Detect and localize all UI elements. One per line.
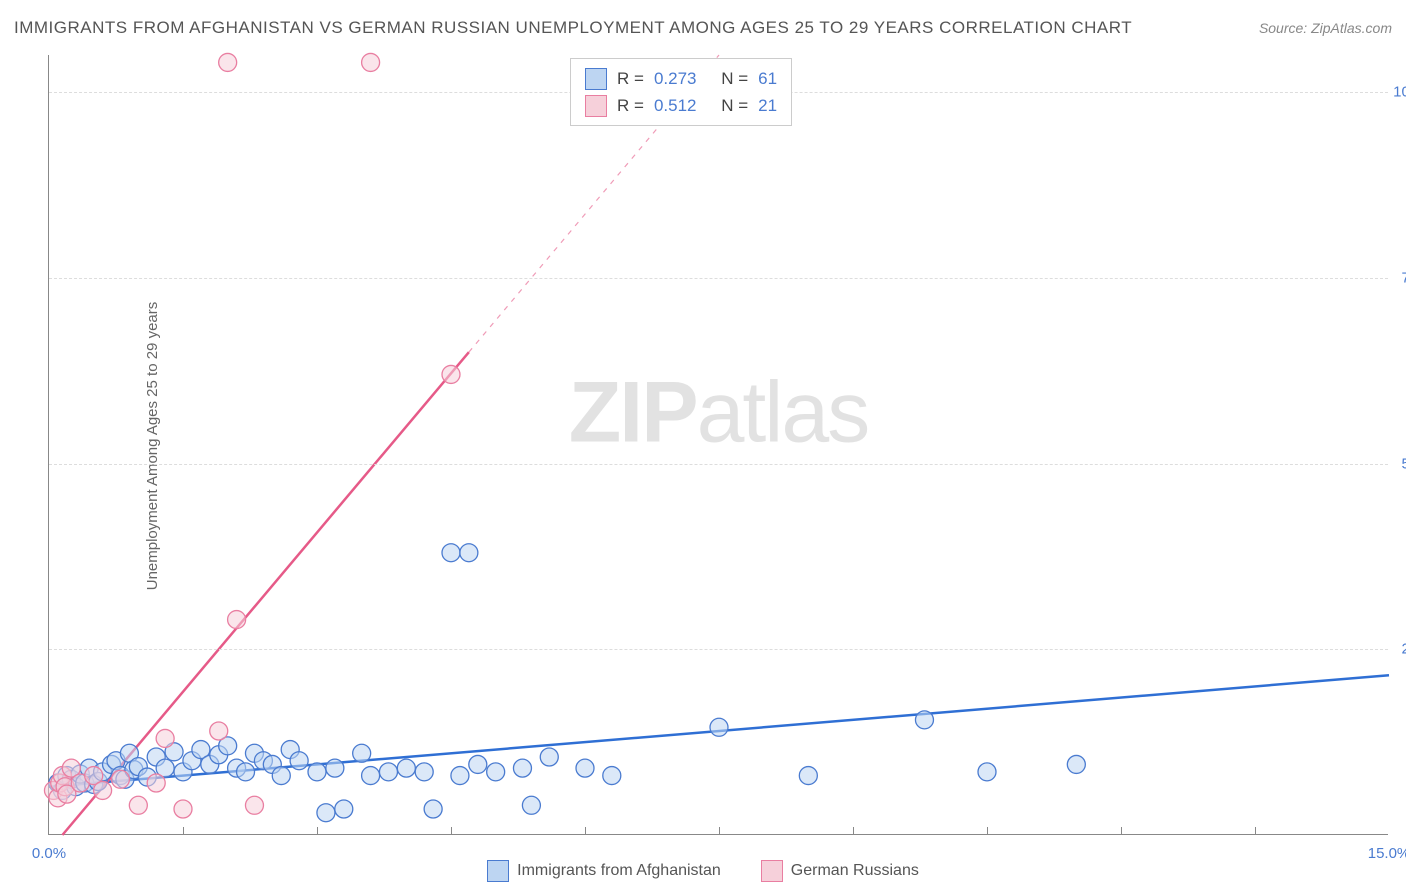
y-tick-label: 75.0%: [1401, 269, 1406, 286]
y-tick-label: 25.0%: [1401, 641, 1406, 658]
y-tick-label: 100.0%: [1393, 84, 1406, 101]
y-tick-label: 50.0%: [1401, 455, 1406, 472]
legend-item-afghanistan: Immigrants from Afghanistan: [487, 860, 721, 882]
legend-item-german-russians: German Russians: [761, 860, 919, 882]
chart-title: IMMIGRANTS FROM AFGHANISTAN VS GERMAN RU…: [14, 18, 1132, 38]
bottom-legend: Immigrants from Afghanistan German Russi…: [0, 860, 1406, 882]
swatch-blue: [585, 68, 607, 90]
swatch-pink: [585, 95, 607, 117]
stats-row-blue: R = 0.273 N = 61: [585, 65, 777, 92]
swatch-blue: [487, 860, 509, 882]
swatch-pink: [761, 860, 783, 882]
source-attribution: Source: ZipAtlas.com: [1259, 20, 1392, 36]
stats-box: R = 0.273 N = 61 R = 0.512 N = 21: [570, 58, 792, 126]
plot-area: ZIPatlas 25.0%50.0%75.0%100.0%0.0%15.0%: [48, 55, 1388, 835]
chart-svg: [49, 55, 1388, 834]
stats-row-pink: R = 0.512 N = 21: [585, 92, 777, 119]
